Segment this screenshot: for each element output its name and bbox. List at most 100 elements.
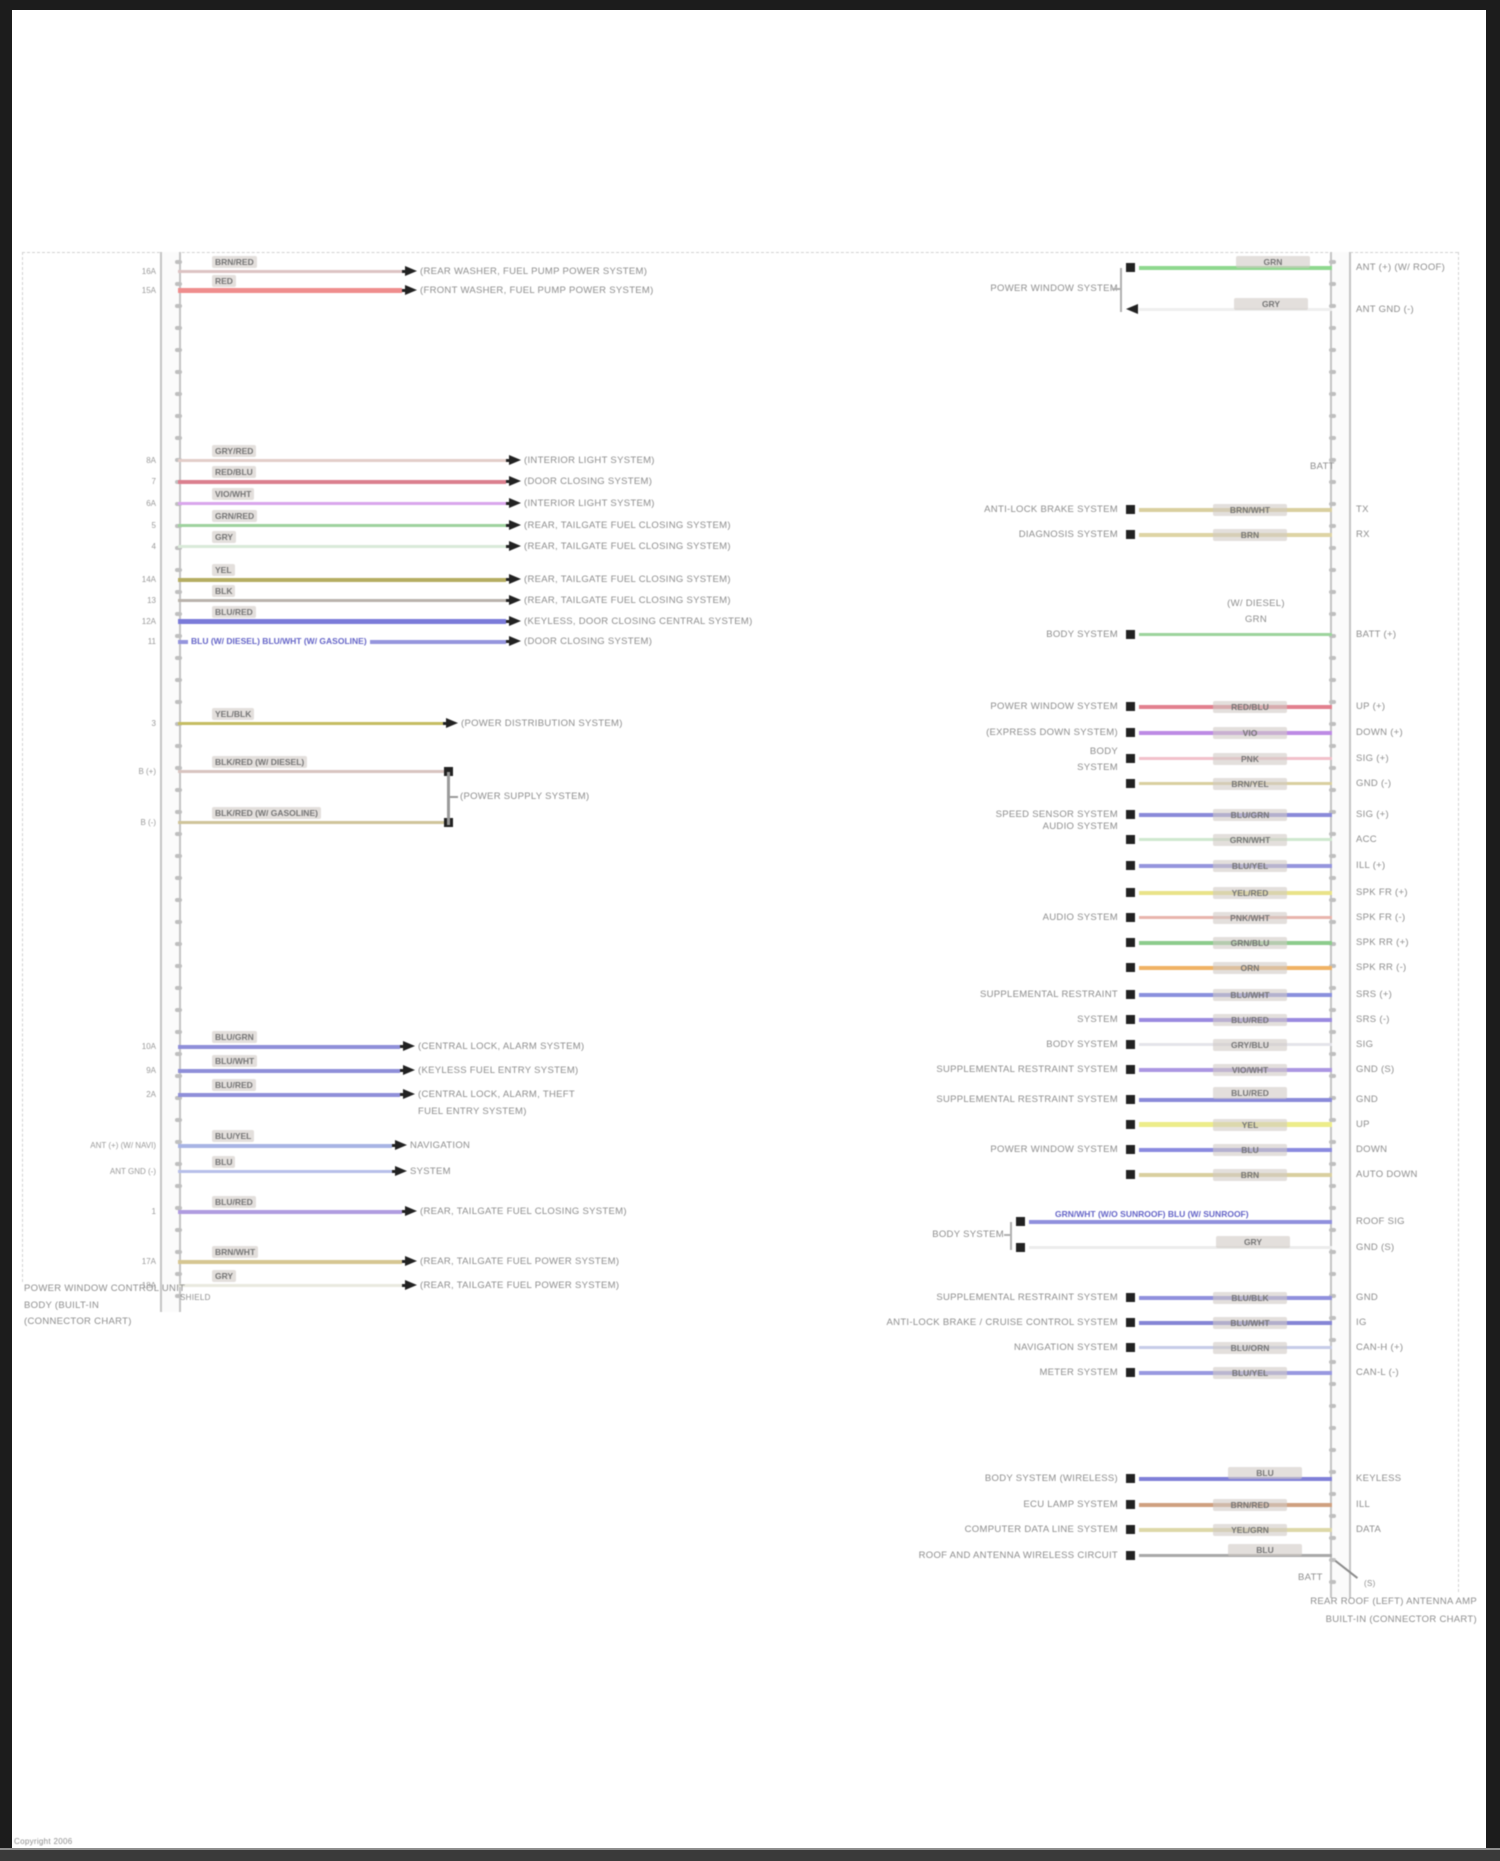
bus-pin-tick	[1329, 524, 1336, 528]
terminal-label: SIG (+)	[1356, 809, 1389, 820]
bus-pin-tick	[1329, 1404, 1336, 1408]
terminal-label: DOWN	[1356, 1144, 1388, 1155]
bus-pin-tick	[1329, 1074, 1336, 1078]
wire	[1139, 633, 1332, 636]
wire	[178, 1210, 402, 1214]
connector-square-icon	[1126, 990, 1135, 999]
wire-color-label: BLU/GRN	[1213, 809, 1287, 821]
pin-label: 13	[147, 596, 156, 605]
bus-pin-tick	[1329, 898, 1336, 902]
wire-color-label: RED/BLU	[212, 466, 256, 478]
page-border-right	[1486, 0, 1500, 1861]
connector-arrow-icon	[509, 476, 521, 486]
wire-color-label: YEL/GRN	[1213, 1524, 1287, 1536]
pin-label: 9A	[146, 1066, 156, 1075]
connector-arrow-icon	[506, 480, 511, 483]
pin-label: 15A	[141, 286, 156, 295]
wire-color-label: BRN/RED	[1213, 1499, 1287, 1511]
bus-pin-tick	[1329, 436, 1336, 440]
wire-color-label: BLU/RED	[1213, 1087, 1287, 1099]
bus-pin-tick	[1329, 876, 1336, 880]
terminal-label: DATA	[1356, 1524, 1382, 1535]
bus-pin-tick	[1329, 590, 1336, 594]
bus-pin-tick	[175, 876, 182, 880]
bus-pin-tick	[1329, 1272, 1336, 1276]
bus-pin-tick	[1329, 546, 1336, 550]
system-label: SPEED SENSOR SYSTEM	[995, 809, 1118, 820]
system-label: (W/ DIESEL)	[1227, 598, 1285, 609]
system-label: (REAR, TAILGATE FUEL CLOSING SYSTEM)	[524, 541, 731, 552]
bus-pin-tick	[1329, 1162, 1336, 1166]
terminal-label: CAN-L (-)	[1356, 1367, 1399, 1378]
wire	[178, 459, 506, 462]
system-label: ECU LAMP SYSTEM	[1023, 1499, 1118, 1510]
bus-pin-tick	[1329, 1008, 1336, 1012]
wire-color-label: GRY	[1216, 1236, 1290, 1248]
bus-pin-tick	[1329, 260, 1336, 264]
wire-color-label: BRN/YEL	[1213, 778, 1287, 790]
bus-pin-tick	[1329, 656, 1336, 660]
wire-color-label: BRN	[1213, 529, 1287, 541]
terminal-label: GND (S)	[1356, 1242, 1395, 1253]
left-bus	[160, 252, 181, 1312]
connector-square-icon	[1126, 1040, 1135, 1049]
system-label: FUEL ENTRY SYSTEM)	[418, 1106, 527, 1117]
bus-pin-tick	[175, 304, 182, 308]
connector-arrow-icon	[405, 266, 417, 276]
wire-color-label: PNK/WHT	[1213, 912, 1287, 924]
bus-pin-tick	[1329, 612, 1336, 616]
system-label: BUILT-IN (CONNECTOR CHART)	[1325, 1614, 1477, 1625]
wire-color-label: YEL	[212, 564, 235, 576]
wire	[178, 619, 506, 624]
bus-pin-tick	[1329, 414, 1336, 418]
system-label: SYSTEM	[1077, 762, 1118, 773]
bus-pin-tick	[175, 1008, 182, 1012]
wire	[178, 545, 506, 548]
bus-pin-tick	[1329, 700, 1336, 704]
system-label: SUPPLEMENTAL RESTRAINT SYSTEM	[936, 1064, 1118, 1075]
connector-arrow-icon	[403, 1089, 415, 1099]
wire	[178, 770, 444, 773]
terminal-label: SPK FR (-)	[1356, 912, 1406, 923]
wire	[178, 288, 402, 293]
pin-label: 11	[147, 637, 156, 646]
terminal-label: UP (+)	[1356, 701, 1386, 712]
wire-color-label: BLU	[1228, 1544, 1302, 1556]
junction-line	[1010, 1222, 1012, 1250]
wire-color-label: BLU/RED	[212, 1079, 256, 1091]
bus-pin-tick	[175, 282, 182, 286]
wire	[1139, 1477, 1332, 1481]
pin-label: 2A	[146, 1090, 156, 1099]
system-label: METER SYSTEM	[1039, 1367, 1118, 1378]
terminal-label: TX	[1356, 504, 1369, 515]
wire	[178, 599, 506, 602]
wire	[178, 1069, 400, 1073]
wire	[178, 1093, 400, 1097]
connector-square-icon	[1126, 779, 1135, 788]
connector-square-icon	[1126, 938, 1135, 947]
wire-color-label: BLK/RED (W/ GASOLINE)	[212, 807, 321, 819]
wire-color-label: PNK	[1213, 753, 1287, 765]
terminal-label: GND (-)	[1356, 778, 1392, 789]
bus-pin-tick	[175, 634, 182, 638]
connector-arrow-icon	[509, 636, 521, 646]
bus-pin-tick	[175, 436, 182, 440]
bus-pin-tick	[1329, 326, 1336, 330]
connector-square-icon	[1126, 1065, 1135, 1074]
connector-square-icon	[1126, 263, 1135, 272]
bus-pin-tick	[175, 678, 182, 682]
connector-arrow-icon	[509, 541, 521, 551]
connector-arrow-icon	[400, 1045, 405, 1048]
connector-arrow-icon	[443, 722, 448, 725]
connector-arrow-icon	[506, 578, 511, 581]
system-label: POWER WINDOW CONTROL UNIT	[24, 1283, 186, 1294]
system-label: SUPPLEMENTAL RESTRAINT SYSTEM	[936, 1292, 1118, 1303]
bus-pin-tick	[1329, 1096, 1336, 1100]
bus-pin-tick	[175, 1162, 182, 1166]
wire-color-label: GRN/RED	[212, 510, 258, 522]
connector-square-icon	[1126, 1170, 1135, 1179]
bus-pin-tick	[1329, 1118, 1336, 1122]
connector-arrow-icon	[509, 595, 521, 605]
connector-arrow-icon	[506, 545, 511, 548]
connector-square-icon	[1126, 810, 1135, 819]
